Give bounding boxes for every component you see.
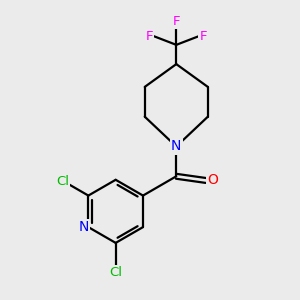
Text: F: F xyxy=(172,14,180,28)
Text: Cl: Cl xyxy=(109,266,122,279)
Text: N: N xyxy=(171,140,181,154)
Text: F: F xyxy=(200,30,207,43)
Text: O: O xyxy=(207,173,218,188)
Text: Cl: Cl xyxy=(56,175,69,188)
Text: N: N xyxy=(79,220,89,234)
Text: F: F xyxy=(146,30,153,43)
